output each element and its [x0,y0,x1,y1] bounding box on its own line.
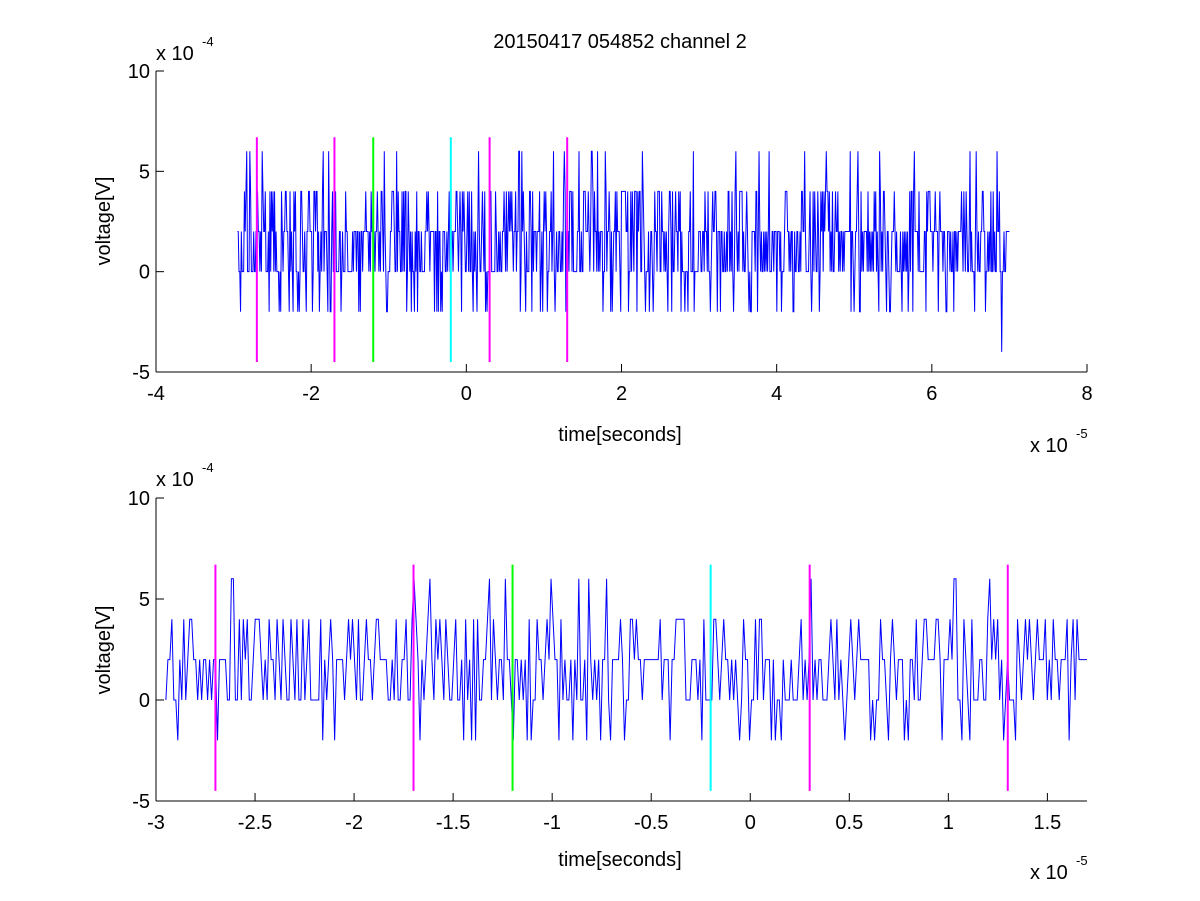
bottom-y-tick-label: 0 [139,690,150,712]
top-x-multiplier-exponent: -5 [1076,426,1088,441]
bottom-y-multiplier: x 10 -4 [156,460,214,491]
bottom-x-multiplier-base: x 10 [1030,862,1068,884]
bottom-y-multiplier-base: x 10 [156,469,194,491]
top-x-tick-label: 6 [926,383,937,405]
bottom-x-multiplier: x 10 -5 [1030,853,1088,884]
top-x-tick-label: 2 [616,383,627,405]
bottom-x-multiplier-exponent: -5 [1076,853,1088,868]
bottom-x-tick-label: 1.5 [1033,812,1061,834]
top-y-multiplier-base: x 10 [156,43,194,65]
bottom-y-multiplier-exponent: -4 [202,460,214,475]
bottom-x-tick-label: -1 [543,812,561,834]
top-x-tick-label: -2 [302,383,320,405]
top-y-tick-label: 10 [128,61,150,83]
top-signal-trace [237,150,1010,352]
top-y-axis-label: voltage[V] [93,177,115,266]
bottom-panel: -3 -2.5 -2 -1.5 -1 -0.5 0 0.5 1 1.5 -5 0 5 10 time[se… [93,460,1088,884]
top-y-tick-label: 5 [139,161,150,183]
top-x-tick-label: -4 [147,383,165,405]
bottom-x-tick-label: 0 [745,812,756,834]
top-y-multiplier-exponent: -4 [202,34,214,49]
top-x-axis-label: time[seconds] [558,424,681,446]
top-x-multiplier-base: x 10 [1030,435,1068,457]
bottom-y-axis-label: voltage[V] [93,606,115,695]
top-x-tick-label: 4 [771,383,782,405]
figure-title: 20150417 054852 channel 2 [493,31,747,53]
top-x-tick-label: 8 [1081,383,1092,405]
bottom-x-tick-label: -1.5 [436,812,470,834]
bottom-x-axis-label: time[seconds] [558,849,681,871]
bottom-x-tick-label: -0.5 [634,812,668,834]
bottom-x-tick-label: 0.5 [835,812,863,834]
top-axes: -4 -2 0 2 4 6 8 -5 0 5 10 [128,61,1093,405]
bottom-x-tick-label: -2 [345,812,363,834]
bottom-x-tick-label: -2.5 [238,812,272,834]
top-signal-layer [237,150,1010,352]
bottom-y-tick-label: 5 [139,589,150,611]
bottom-marker-layer [214,564,1009,791]
bottom-signal-layer [165,578,1087,741]
bottom-y-tick-label: 10 [128,488,150,510]
top-marker-layer [255,137,569,362]
bottom-x-tick-label: -3 [147,812,165,834]
bottom-axes: -3 -2.5 -2 -1.5 -1 -0.5 0 0.5 1 1.5 -5 0 5 10 [128,488,1087,834]
top-x-multiplier: x 10 -5 [1030,426,1088,457]
bottom-y-tick-label: -5 [132,791,150,813]
top-y-tick-label: 0 [139,262,150,284]
top-y-multiplier: x 10 -4 [156,34,214,65]
top-y-tick-label: -5 [132,362,150,384]
top-panel: -4 -2 0 2 4 6 8 -5 0 5 10 time[seconds] voltage[V]… [93,34,1093,457]
bottom-x-tick-label: 1 [943,812,954,834]
bottom-signal-trace [165,578,1087,741]
top-x-tick-label: 0 [461,383,472,405]
